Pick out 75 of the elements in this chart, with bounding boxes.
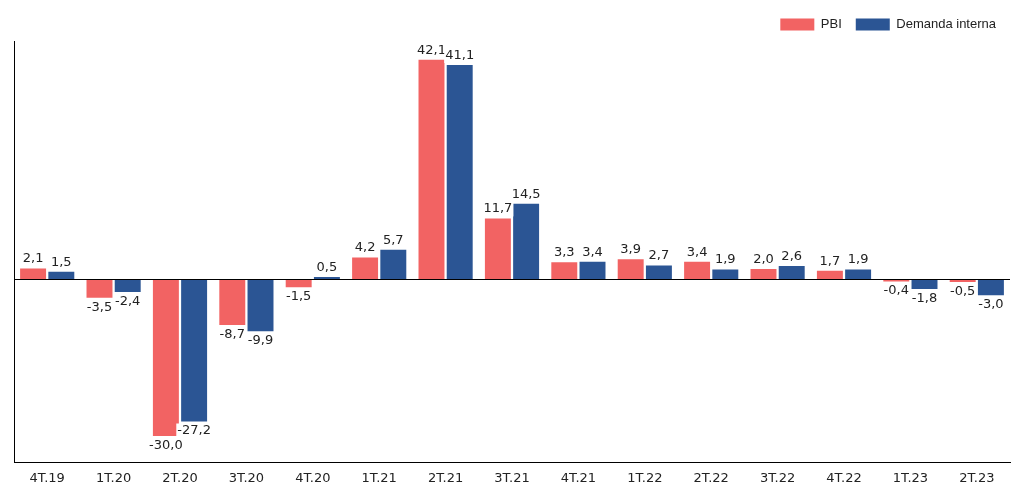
data-label: -1,5 <box>286 288 312 304</box>
bar <box>513 203 540 280</box>
bar <box>48 271 75 280</box>
data-label: -1,8 <box>911 289 938 305</box>
bar <box>114 279 141 293</box>
bar <box>446 65 473 280</box>
data-label: -3,0 <box>978 296 1004 312</box>
x-tick-label: 1T.20 <box>95 469 132 485</box>
bar <box>380 249 407 280</box>
bar <box>418 59 445 280</box>
data-label: 1,9 <box>847 251 869 267</box>
bar <box>579 261 606 280</box>
bar <box>219 279 246 325</box>
data-label: 41,1 <box>445 46 475 62</box>
x-tick-label: 4T.20 <box>295 469 331 485</box>
data-label: 2,0 <box>753 250 774 266</box>
data-label: 1,7 <box>819 252 841 268</box>
bar <box>617 259 644 280</box>
bar <box>778 265 805 280</box>
bar <box>352 257 379 280</box>
data-label: 2,1 <box>22 250 44 266</box>
data-label: 5,7 <box>382 231 404 247</box>
x-tick-label: 2T.22 <box>693 469 729 485</box>
data-label: 3,4 <box>686 243 708 259</box>
data-label: 14,5 <box>511 185 541 201</box>
x-tick-label: 1T.22 <box>627 469 663 485</box>
x-tick-label: 4T.19 <box>29 469 65 485</box>
data-label: 11,7 <box>483 200 513 216</box>
bar <box>712 269 739 280</box>
data-label: -27,2 <box>177 422 211 438</box>
x-tick-label: 4T.21 <box>560 469 597 485</box>
bar <box>911 279 938 289</box>
legend-label: Demanda interna <box>896 16 997 32</box>
bar <box>645 265 672 280</box>
data-label: 1,5 <box>50 253 72 269</box>
data-label: 4,2 <box>354 239 376 255</box>
data-label: 3,4 <box>582 243 603 259</box>
bar <box>20 268 47 280</box>
x-tick-label: 1T.23 <box>892 469 929 485</box>
bar <box>816 270 843 280</box>
bar <box>484 218 511 280</box>
data-label: 3,3 <box>553 244 575 260</box>
data-label: 42,1 <box>417 41 446 57</box>
x-tick-label: 2T.20 <box>162 469 198 485</box>
x-tick-label: 1T.21 <box>361 469 397 485</box>
data-label: -0,5 <box>950 282 976 298</box>
x-tick-label: 3T.21 <box>494 469 530 485</box>
x-tick-label: 2T.23 <box>959 469 995 485</box>
data-label: -0,4 <box>883 282 909 298</box>
data-label: -9,9 <box>247 332 274 348</box>
bar <box>845 269 872 280</box>
bar <box>684 261 711 280</box>
x-tick-label: 3T.20 <box>228 469 265 485</box>
bar <box>247 279 274 332</box>
data-label: -2,4 <box>115 292 141 308</box>
data-label: 2,6 <box>781 247 803 263</box>
data-label: 1,9 <box>714 251 736 267</box>
data-label: 0,5 <box>316 258 338 274</box>
bar <box>152 279 179 437</box>
bar <box>977 279 1004 296</box>
data-label: 3,9 <box>620 241 642 257</box>
bar <box>883 279 910 282</box>
x-tick-label: 3T.22 <box>759 469 796 485</box>
x-tick-label: 2T.21 <box>427 469 464 485</box>
bar <box>551 262 578 280</box>
bar <box>285 279 312 288</box>
data-label: -3,5 <box>86 298 113 314</box>
bar <box>86 279 113 298</box>
data-label: -8,7 <box>219 325 245 341</box>
legend-label: PBI <box>820 16 842 32</box>
bar <box>750 269 777 280</box>
x-tick-label: 4T.22 <box>826 469 862 485</box>
data-label: -30,0 <box>149 436 183 452</box>
bar <box>181 279 208 422</box>
data-label: 2,7 <box>648 247 670 263</box>
